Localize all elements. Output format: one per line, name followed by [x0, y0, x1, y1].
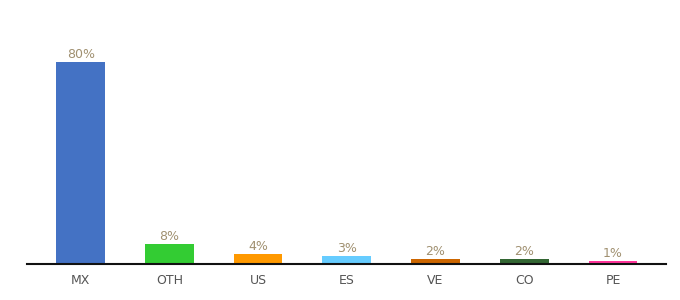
Bar: [234, 254, 282, 264]
Bar: [411, 259, 460, 264]
Text: 3%: 3%: [337, 242, 357, 255]
Bar: [322, 256, 371, 264]
Bar: [589, 262, 637, 264]
Bar: [500, 259, 549, 264]
Text: 8%: 8%: [159, 230, 180, 242]
Text: 2%: 2%: [514, 245, 534, 258]
Text: 4%: 4%: [248, 240, 268, 253]
Text: 80%: 80%: [67, 48, 95, 61]
Bar: [56, 62, 105, 264]
Text: 2%: 2%: [426, 245, 445, 258]
Bar: [145, 244, 194, 264]
Text: 1%: 1%: [603, 247, 623, 260]
